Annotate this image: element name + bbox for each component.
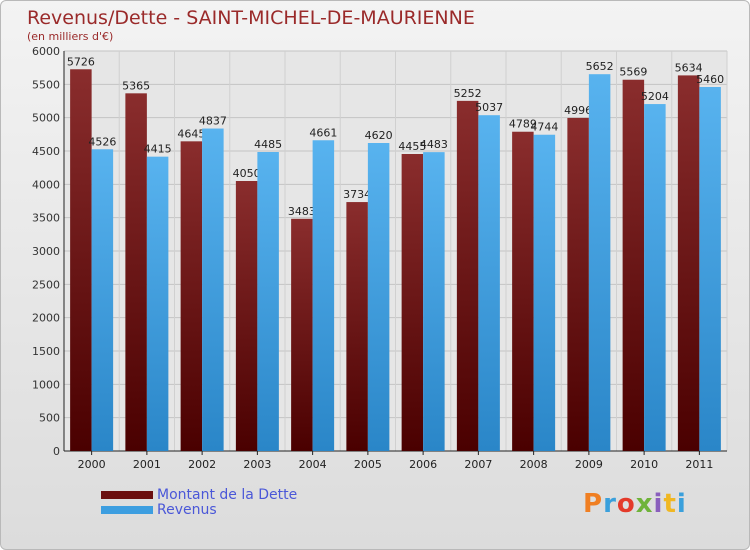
bar-dette	[456, 100, 479, 451]
data-label: 5252	[454, 87, 482, 100]
legend-swatch-revenus	[101, 505, 153, 514]
y-tick-label: 0	[53, 445, 60, 458]
brand-letter: t	[663, 489, 677, 519]
x-tick-label: 2006	[409, 458, 437, 471]
y-tick-label: 4500	[32, 145, 60, 158]
x-tick-label: 2007	[464, 458, 492, 471]
y-tick-label: 6000	[32, 45, 60, 58]
data-label: 5634	[675, 61, 703, 74]
bar-revenus	[644, 104, 666, 452]
y-tick-label: 3000	[32, 245, 60, 258]
data-label: 4620	[365, 129, 393, 142]
y-tick-label: 5000	[32, 112, 60, 125]
y-tick-label: 1000	[32, 378, 60, 391]
legend-swatch-dette	[101, 490, 153, 499]
bar-revenus	[478, 115, 500, 451]
x-tick-label: 2008	[520, 458, 548, 471]
x-tick-label: 2010	[630, 458, 658, 471]
data-label: 5460	[696, 73, 724, 86]
bar-dette	[401, 154, 424, 451]
legend-item-revenus: Revenus	[101, 501, 297, 518]
data-label: 4485	[254, 138, 282, 151]
data-label: 4483	[420, 138, 448, 151]
bar-revenus	[533, 134, 556, 451]
bar-revenus	[699, 87, 721, 451]
x-tick-label: 2009	[575, 458, 603, 471]
x-tick-label: 2011	[685, 458, 713, 471]
y-tick-label: 2000	[32, 312, 60, 325]
data-label: 4744	[530, 121, 558, 134]
data-label: 4837	[199, 115, 227, 128]
x-tick-label: 2004	[299, 458, 327, 471]
y-tick-label: 1500	[32, 345, 60, 358]
brand-logo: Proxiti	[583, 489, 687, 519]
bar-dette	[291, 218, 313, 451]
data-label: 4661	[309, 126, 337, 139]
bar-dette	[512, 131, 534, 451]
y-tick-label: 500	[39, 412, 60, 425]
bar-dette	[567, 117, 589, 451]
bar-dette	[235, 181, 258, 451]
bar-revenus	[91, 149, 114, 451]
bar-dette	[622, 79, 645, 451]
data-label: 5204	[641, 90, 669, 103]
brand-letter: P	[583, 489, 604, 519]
legend-label-dette: Montant de la Dette	[157, 486, 298, 503]
x-tick-label: 2003	[243, 458, 271, 471]
brand-letter: r	[603, 489, 617, 519]
x-tick-label: 2001	[133, 458, 161, 471]
bar-dette	[180, 141, 203, 452]
bar-revenus	[312, 140, 335, 451]
data-label: 4415	[144, 143, 172, 156]
bar-dette	[70, 69, 92, 452]
data-label: 3734	[343, 188, 371, 201]
data-label: 5037	[475, 101, 503, 114]
data-label: 5652	[586, 60, 614, 73]
data-label: 4645	[177, 127, 205, 140]
bar-dette	[125, 93, 147, 451]
y-tick-label: 2500	[32, 278, 60, 291]
data-label: 4455	[398, 140, 426, 153]
data-label: 4050	[233, 167, 261, 180]
chart-title: Revenus/Dette - SAINT-MICHEL-DE-MAURIENN…	[27, 7, 475, 29]
bar-revenus	[146, 156, 169, 451]
brand-letter: x	[635, 489, 654, 519]
brand-letter: i	[653, 489, 664, 519]
y-tick-label: 5500	[32, 78, 60, 91]
legend-item-dette: Montant de la Dette	[101, 486, 298, 503]
data-label: 3483	[288, 205, 316, 218]
data-label: 4789	[509, 118, 537, 131]
bar-dette	[677, 75, 700, 452]
x-tick-label: 2000	[78, 458, 106, 471]
y-tick-label: 3500	[32, 212, 60, 225]
data-label: 4996	[564, 104, 592, 117]
chart-subtitle: (en milliers d'€)	[27, 30, 114, 43]
data-label: 5569	[619, 66, 647, 79]
legend: Montant de la Dette Revenus	[101, 486, 298, 518]
bar-revenus	[257, 152, 279, 451]
bar-revenus	[588, 74, 611, 451]
data-label: 5365	[122, 79, 150, 92]
x-tick-label: 2005	[354, 458, 382, 471]
brand-letter: o	[616, 489, 636, 519]
bar-revenus	[423, 152, 445, 451]
brand-letter: i	[676, 489, 687, 519]
data-label: 5726	[67, 55, 95, 68]
bar-dette	[346, 202, 368, 451]
x-tick-label: 2002	[188, 458, 216, 471]
y-tick-label: 4000	[32, 178, 60, 191]
data-label: 4526	[88, 135, 116, 148]
bar-revenus	[367, 143, 390, 451]
legend-label-revenus: Revenus	[157, 501, 217, 518]
bar-revenus	[202, 128, 224, 451]
